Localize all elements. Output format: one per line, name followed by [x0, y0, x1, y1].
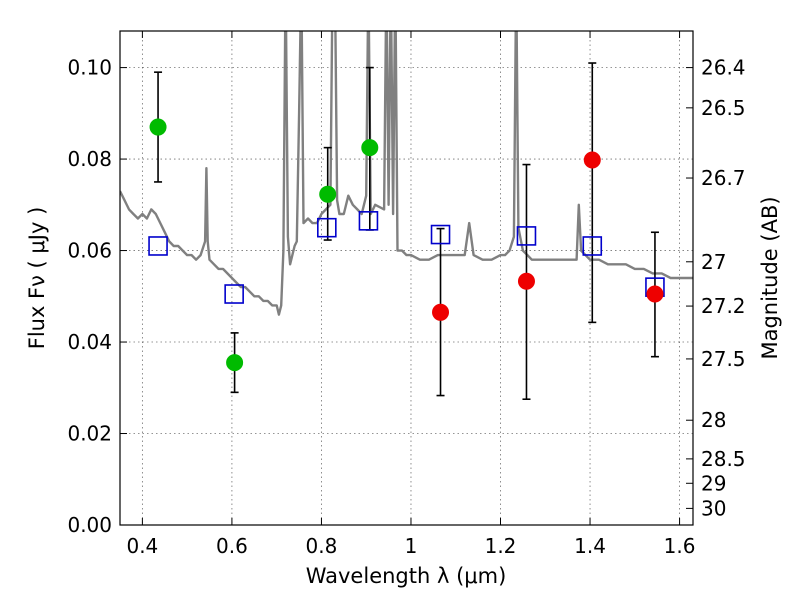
mag-tick-label: 26.5: [701, 96, 746, 120]
template-spectrum-line: [120, 31, 693, 316]
model-photometry-square: [430, 224, 451, 245]
y-tick-label: 0.02: [67, 422, 112, 446]
mag-tick-label: 30: [701, 496, 726, 520]
model-photometry-square: [224, 284, 244, 304]
x-tick-label: 1.6: [664, 534, 696, 558]
marker-layer: [148, 118, 665, 372]
mag-tick-label: 26.4: [701, 56, 746, 80]
y-axis-label: Flux Fν ( μJy ): [25, 207, 49, 350]
x-axis-label: Wavelength λ (μm): [306, 564, 507, 588]
observed-flux-point: [149, 118, 167, 136]
observed-flux-point: [361, 139, 379, 157]
y-tick-label: 0.00: [67, 513, 112, 537]
tick-layer: [120, 31, 693, 526]
x-tick-label: 0.8: [306, 534, 338, 558]
y-tick-label: 0.10: [67, 56, 112, 80]
mag-tick-label: 29: [701, 471, 726, 495]
data-layer: [120, 31, 693, 316]
y-tick-label: 0.08: [67, 147, 112, 171]
y-tick-label: 0.06: [67, 239, 112, 263]
x-tick-label: 1.2: [485, 534, 517, 558]
right-axis-label: Magnitude (AB): [758, 196, 782, 359]
observed-flux-point: [646, 285, 664, 303]
x-tick-label: 1.4: [574, 534, 606, 558]
x-tick-label: 0.6: [216, 534, 248, 558]
observed-flux-point: [432, 303, 450, 321]
plot-frame: [119, 30, 694, 526]
model-photometry-square: [148, 236, 168, 256]
model-photometry-square: [317, 217, 337, 238]
observed-flux-point: [226, 354, 244, 372]
mag-tick-label: 27.2: [701, 294, 746, 318]
x-tick-label: 1: [405, 534, 418, 558]
mag-tick-label: 27: [701, 250, 726, 274]
mag-tick-label: 27.5: [701, 347, 746, 371]
model-photometry-square: [516, 226, 537, 246]
observed-flux-point: [319, 185, 337, 203]
observed-flux-point: [517, 272, 535, 290]
tick-label-layer: 0.4 0.6 0.8 1 1.2 1.4 1.6 0.00 0.02 0.04 0.06 0.08 0…: [67, 56, 745, 558]
mag-tick-label: 28.5: [701, 447, 746, 471]
mag-tick-label: 28: [701, 408, 726, 432]
mag-tick-label: 26.7: [701, 166, 746, 190]
y-tick-label: 0.04: [67, 330, 112, 354]
model-photometry-square: [582, 236, 603, 256]
model-photometry-square: [358, 211, 379, 231]
x-tick-label: 0.4: [126, 534, 158, 558]
observed-flux-point: [583, 151, 601, 169]
